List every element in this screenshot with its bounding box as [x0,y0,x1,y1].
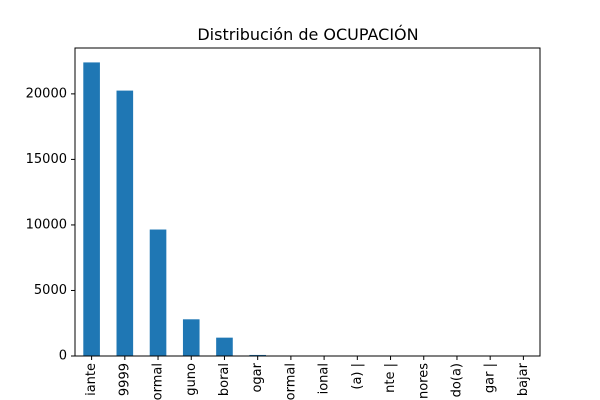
y-tick-label-4: 20000 [26,86,67,101]
y-axis: 0 5000 10000 15000 20000 [26,86,75,364]
plot-frame [74,47,541,357]
bar-4 [216,337,233,356]
x-tick-label-10: nores [416,363,431,399]
x-tick-label-3: guno [184,363,199,396]
bar-0 [83,62,100,356]
x-tick-label-7: ional [317,363,332,394]
bar-5 [249,354,266,356]
x-tick-label-2: ormal [151,363,166,400]
x-tick-label-6: ormal [283,363,298,400]
x-tick-label-1: 9999 [117,363,132,396]
x-tick-label-0: iante [84,363,99,396]
bars-layer [83,62,532,357]
y-tick-label-1: 5000 [34,283,67,298]
x-tick-label-9: nte | [383,363,398,393]
x-tick-label-13: bajar [516,362,531,396]
y-tick-label-3: 15000 [26,152,67,167]
chart-title: Distribución de OCUPACIÓN [197,25,418,44]
y-tick-label-2: 10000 [26,217,67,232]
bar-3 [182,319,200,356]
x-axis: iante 9999 ormal guno boral ogar ormal ional (a)… [84,356,531,400]
x-tick-label-4: boral [217,363,232,396]
bar-2 [149,229,167,356]
bar-1 [116,90,134,357]
x-tick-label-5: ogar [250,362,265,392]
x-tick-label-11: do(a) [449,363,464,397]
y-tick-label-0: 0 [59,349,67,364]
x-tick-label-12: gar | [483,363,498,393]
x-tick-label-8: (a) | [350,363,365,390]
